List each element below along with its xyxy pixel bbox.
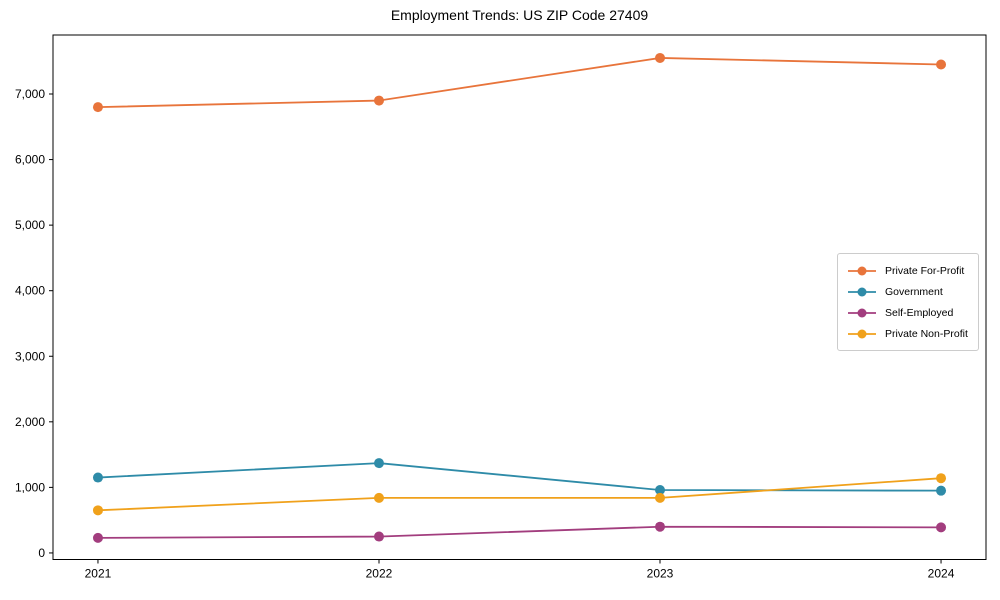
- legend-item-private-for-profit: Private For-Profit: [847, 260, 968, 281]
- data-point-private-non-profit-2024: [936, 473, 947, 484]
- data-point-private-non-profit-2023: [655, 492, 666, 503]
- plot-frame: [52, 34, 987, 560]
- x-tick-label: 2024: [928, 567, 955, 581]
- data-point-government-2024: [936, 485, 947, 496]
- data-point-private-non-profit-2022: [373, 492, 384, 503]
- legend-item-private-non-profit: Private Non-Profit: [847, 323, 968, 344]
- legend-label: Private Non-Profit: [885, 327, 968, 340]
- chart-title: Employment Trends: US ZIP Code 27409: [390, 7, 649, 23]
- y-tick-label: 1,000: [15, 480, 45, 494]
- data-point-government-2023: [655, 485, 666, 496]
- legend-marker-icon: [848, 329, 876, 338]
- legend-marker-icon: [848, 266, 876, 275]
- data-point-self-employed-2024: [936, 522, 947, 533]
- legend-marker-icon: [848, 287, 876, 296]
- legend-label: Private For-Profit: [885, 264, 965, 277]
- series-line-self-employed: [97, 525, 942, 539]
- data-point-private-for-profit-2021: [92, 102, 103, 113]
- y-tick-label: 4,000: [15, 284, 45, 298]
- y-tick-label: 3,000: [15, 349, 45, 363]
- data-point-government-2022: [373, 458, 384, 469]
- data-point-government-2021: [92, 472, 103, 483]
- x-tick-label: 2021: [85, 567, 112, 581]
- data-point-self-employed-2023: [655, 521, 666, 532]
- legend-label: Self-Employed: [885, 306, 954, 319]
- data-point-private-for-profit-2022: [373, 95, 384, 106]
- y-tick-label: 7,000: [15, 87, 45, 101]
- data-point-self-employed-2022: [373, 531, 384, 542]
- data-point-self-employed-2021: [92, 532, 103, 543]
- y-tick-label: 0: [38, 546, 45, 560]
- legend-item-self-employed: Self-Employed: [847, 302, 968, 323]
- series-line-private-non-profit: [97, 477, 942, 512]
- legend-label: Government: [885, 285, 943, 298]
- legend: Private For-Profit Government Self-Employe…: [837, 253, 979, 351]
- y-tick-label: 5,000: [15, 218, 45, 232]
- legend-item-government: Government: [847, 281, 968, 302]
- data-point-private-non-profit-2021: [92, 505, 103, 516]
- series-line-government: [97, 462, 942, 492]
- x-tick-label: 2023: [647, 567, 674, 581]
- data-point-private-for-profit-2024: [936, 59, 947, 70]
- legend-marker-icon: [848, 308, 876, 317]
- data-point-private-for-profit-2023: [655, 52, 666, 63]
- y-tick-label: 2,000: [15, 415, 45, 429]
- y-tick-label: 6,000: [15, 153, 45, 167]
- x-tick-label: 2022: [366, 567, 393, 581]
- series-line-private-for-profit: [97, 57, 942, 109]
